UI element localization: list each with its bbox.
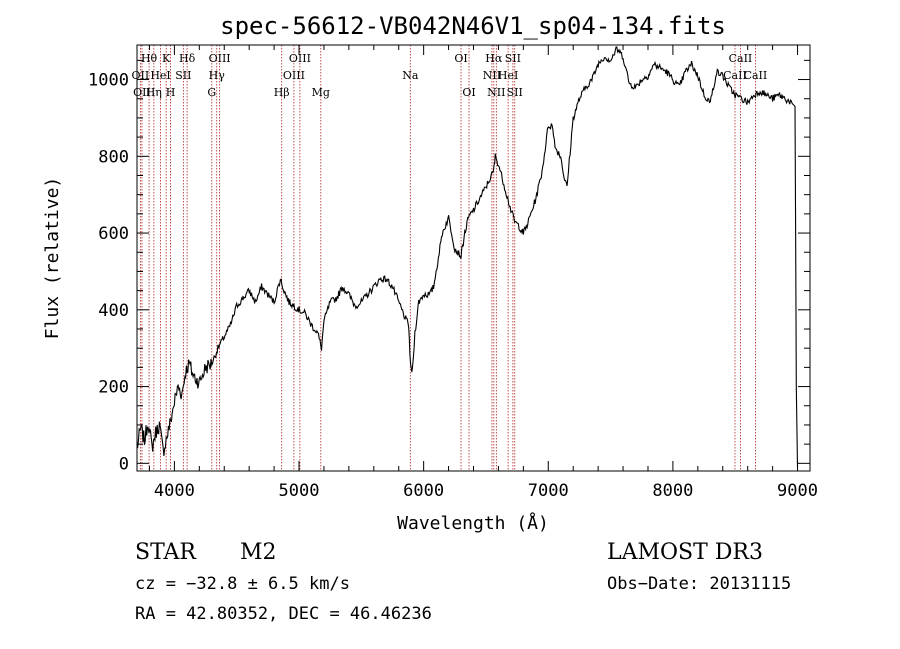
plot-frame: [136, 44, 811, 472]
marker-label-21: SII: [505, 52, 521, 65]
marker-label-6: SII: [175, 69, 191, 82]
marker-label-19: NII: [487, 86, 505, 99]
sky-coordinates: RA = 42.80352, DEC = 46.46236: [135, 604, 432, 624]
marker-label-18: Hα: [485, 52, 503, 65]
y-axis-label: Flux (relative): [42, 177, 63, 340]
x-tick-label-0: 4000: [154, 481, 195, 501]
x-axis-ticks: 4000 5000 6000 7000 8000 9000: [148, 45, 818, 501]
observation-date: Obs−Date: 20131115: [607, 574, 791, 594]
marker-label-24: OII: [133, 86, 151, 99]
marker-label-7: G: [207, 86, 216, 99]
marker-label-27: CaII: [744, 69, 768, 82]
spectrum-series-line: [136, 46, 799, 468]
marker-label-9: OIII: [209, 52, 231, 65]
marker-label-3: K: [162, 52, 171, 65]
marker-label-23: OII: [132, 69, 150, 82]
marker-label-15: OI: [454, 52, 467, 65]
marker-label-26: CaII: [729, 52, 753, 65]
object-type: STAR: [135, 540, 197, 565]
x-tick-label-5: 9000: [777, 481, 818, 501]
marker-label-14: Na: [402, 69, 419, 82]
marker-label-0: Hθ: [141, 52, 158, 65]
marker-label-1: Hη: [146, 86, 162, 99]
chart-title: spec-56612-VB042N46V1_sp04-134.fits: [220, 12, 726, 40]
marker-label-17: NII: [483, 69, 501, 82]
marker-label-12: OIII: [289, 52, 311, 65]
marker-label-25: CaII: [723, 69, 747, 82]
marker-label-10: Hβ: [274, 86, 290, 99]
redshift-velocity: cz = −32.8 ± 6.5 km/s: [135, 574, 350, 594]
marker-label-20: HeI: [498, 69, 518, 82]
marker-label-4: H: [166, 86, 176, 99]
y-tick-label-0: 0: [119, 454, 129, 474]
emission-line-labels: Hθ Hη HeI K H Hδ SII G Hγ OIII Hβ OIII OIII Mg Na OI OI N…: [132, 52, 768, 99]
y-tick-label-5: 1000: [88, 71, 129, 91]
y-tick-label-3: 600: [98, 224, 129, 244]
emission-line-markers: [139, 45, 756, 471]
x-tick-label-4: 8000: [652, 481, 693, 501]
y-tick-label-1: 200: [98, 378, 129, 398]
x-axis-label: Wavelength (Å): [397, 512, 549, 534]
marker-label-8: Hγ: [209, 69, 226, 82]
marker-label-11: OIII: [283, 69, 305, 82]
marker-label-22: SII: [507, 86, 523, 99]
y-tick-label-2: 400: [98, 301, 129, 321]
y-axis-ticks: 0 200 400 600 800 1000: [88, 59, 810, 474]
y-tick-label-4: 800: [98, 147, 129, 167]
x-tick-label-1: 5000: [279, 481, 320, 501]
x-tick-label-2: 6000: [403, 481, 444, 501]
marker-label-16: OI: [462, 86, 475, 99]
survey-name: LAMOST DR3: [607, 540, 763, 565]
x-tick-label-3: 7000: [528, 481, 569, 501]
spectral-subclass: M2: [240, 540, 277, 565]
marker-label-2: HeI: [150, 69, 170, 82]
marker-label-13: Mg: [312, 86, 330, 99]
marker-label-5: Hδ: [179, 52, 196, 65]
